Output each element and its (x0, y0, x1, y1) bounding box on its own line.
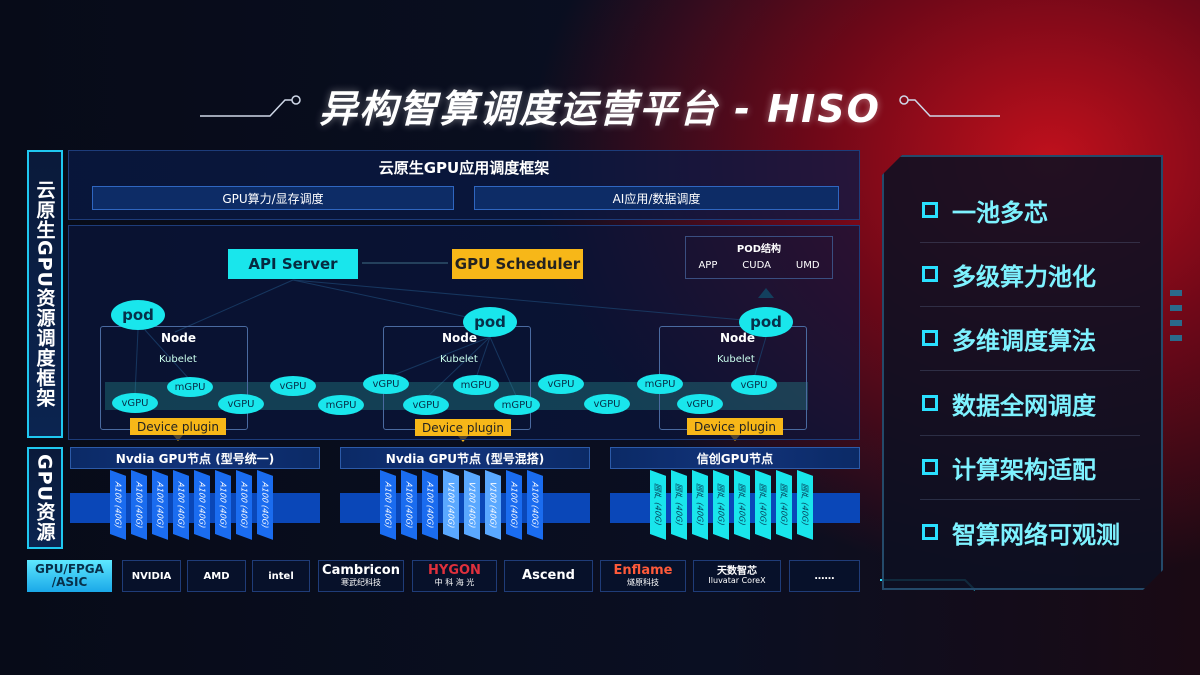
gpu-card: A100 (40G) (236, 470, 252, 540)
vendor-logo: NVIDIA (122, 560, 181, 592)
gpu-card: V100 (40G) (443, 470, 459, 540)
checkbox-square-icon (922, 202, 938, 218)
mgpu-unit: mGPU (453, 375, 499, 395)
vgpu-unit: vGPU (363, 374, 409, 394)
vendor-logo: …… (789, 560, 860, 592)
gpu-card: 国产 (40G) (734, 470, 750, 540)
gpu-card: A100 (40G) (422, 470, 438, 540)
feature-item: 多级算力池化 (922, 258, 1096, 291)
gpu-card: 国产 (40G) (797, 470, 813, 540)
pod-structure-title: POD结构 (736, 244, 782, 255)
gpu-card: A100 (40G) (110, 470, 126, 540)
pod-structure-item: APP (698, 260, 718, 271)
node-label: Node (442, 331, 478, 345)
page-title: 异构智算调度运营平台 - HISO (319, 87, 881, 131)
framework-title: 云原生GPU应用调度框架 (378, 159, 550, 177)
framework-label: 云原生GPU资源调度框架 (27, 150, 63, 438)
vgpu-unit: vGPU (403, 395, 449, 415)
vgpu-unit: vGPU (218, 394, 264, 414)
feature-item: 一池多芯 (922, 194, 1048, 227)
ai-data-scheduling: AI应用/数据调度 (474, 186, 839, 210)
vendor-logo: 天数智芯 Iluvatar CoreX (693, 560, 781, 592)
divider (920, 370, 1140, 371)
divider (920, 499, 1140, 500)
kubelet-label: Kubelet (159, 354, 197, 365)
vendor-logo: Enflame 燧原科技 (600, 560, 686, 592)
vendor-logo: AMD (187, 560, 246, 592)
vgpu-unit: vGPU (731, 375, 777, 395)
node-label: Node (161, 331, 197, 345)
vendor-logo: Cambricon 寒武纪科技 (318, 560, 404, 592)
gpu-card: A100 (40G) (131, 470, 147, 540)
gpu-node-title: 信创GPU节点 (610, 447, 860, 469)
gpu-card: A100 (40G) (194, 470, 210, 540)
mgpu-unit: mGPU (494, 395, 540, 415)
checkbox-square-icon (922, 459, 938, 475)
pod: pod (111, 300, 165, 330)
checkbox-square-icon (922, 395, 938, 411)
checkbox-square-icon (922, 266, 938, 282)
gpu-card: A100 (40G) (401, 470, 417, 540)
features-panel (882, 155, 1163, 590)
gpu-node-title: Nvdia GPU节点 (型号混搭) (340, 447, 590, 469)
kubelet-label: Kubelet (440, 354, 478, 365)
vendor-category-label: GPU/FPGA /ASIC (27, 560, 112, 592)
feature-item: 多维调度算法 (922, 322, 1096, 355)
divider (920, 306, 1140, 307)
vgpu-unit: vGPU (538, 374, 584, 394)
divider (920, 242, 1140, 243)
pod-structure-item: CUDA (742, 260, 771, 271)
device-plugin: Device plugin (130, 418, 226, 435)
gpu-card: A100 (40G) (215, 470, 231, 540)
device-plugin: Device plugin (687, 418, 783, 435)
vgpu-unit: vGPU (270, 376, 316, 396)
framework-panel: 云原生GPU应用调度框架 GPU算力/显存调度 AI应用/数据调度 (68, 150, 860, 220)
vgpu-unit: vGPU (584, 394, 630, 414)
api-server-box: API Server (228, 249, 358, 279)
node-box: Node Kubelet (659, 326, 807, 430)
mgpu-unit: mGPU (637, 374, 683, 394)
gpu-card: 国产 (40G) (776, 470, 792, 540)
pod-structure-item: UMD (795, 260, 820, 271)
gpu-card: V100 (40G) (464, 470, 480, 540)
vgpu-unit: vGPU (112, 393, 158, 413)
gpu-card: 国产 (40G) (671, 470, 687, 540)
node-label: Node (720, 331, 756, 345)
gpu-card: A100 (40G) (380, 470, 396, 540)
gpu-card: A100 (40G) (257, 470, 273, 540)
mgpu-unit: mGPU (318, 395, 364, 415)
divider (920, 435, 1140, 436)
feature-item: 数据全网调度 (922, 387, 1096, 420)
gpu-card: 国产 (40G) (692, 470, 708, 540)
gpu-card: A100 (40G) (527, 470, 543, 540)
vendor-logo: intel (252, 560, 310, 592)
kubelet-label: Kubelet (717, 354, 755, 365)
gpu-card: A100 (40G) (173, 470, 189, 540)
feature-item: 智算网络可观测 (922, 516, 1120, 549)
gpu-scheduler-box: GPU Scheduler (452, 249, 583, 279)
vgpu-unit: vGPU (677, 394, 723, 414)
gpu-card: A100 (40G) (506, 470, 522, 540)
vendor-logo: Ascend (504, 560, 593, 592)
checkbox-square-icon (922, 524, 938, 540)
vendor-logo: HYGON 中 科 海 光 (412, 560, 497, 592)
gpu-card: 国产 (40G) (713, 470, 729, 540)
node-box: Node Kubelet (100, 326, 248, 430)
gpu-card: A100 (40G) (152, 470, 168, 540)
mgpu-unit: mGPU (167, 377, 213, 397)
gpu-node-title: Nvdia GPU节点 (型号统一) (70, 447, 320, 469)
gpu-card: 国产 (40G) (650, 470, 666, 540)
pod: pod (463, 307, 517, 337)
resources-label: GPU资源 (27, 447, 63, 549)
pod-structure-box: POD结构 APP CUDA UMD (685, 236, 833, 279)
gpu-card: 国产 (40G) (755, 470, 771, 540)
pod: pod (739, 307, 793, 337)
feature-item: 计算架构适配 (922, 451, 1096, 484)
checkbox-square-icon (922, 330, 938, 346)
gpu-compute-scheduling: GPU算力/显存调度 (92, 186, 454, 210)
device-plugin: Device plugin (415, 419, 511, 436)
gpu-card: V100 (40G) (485, 470, 501, 540)
